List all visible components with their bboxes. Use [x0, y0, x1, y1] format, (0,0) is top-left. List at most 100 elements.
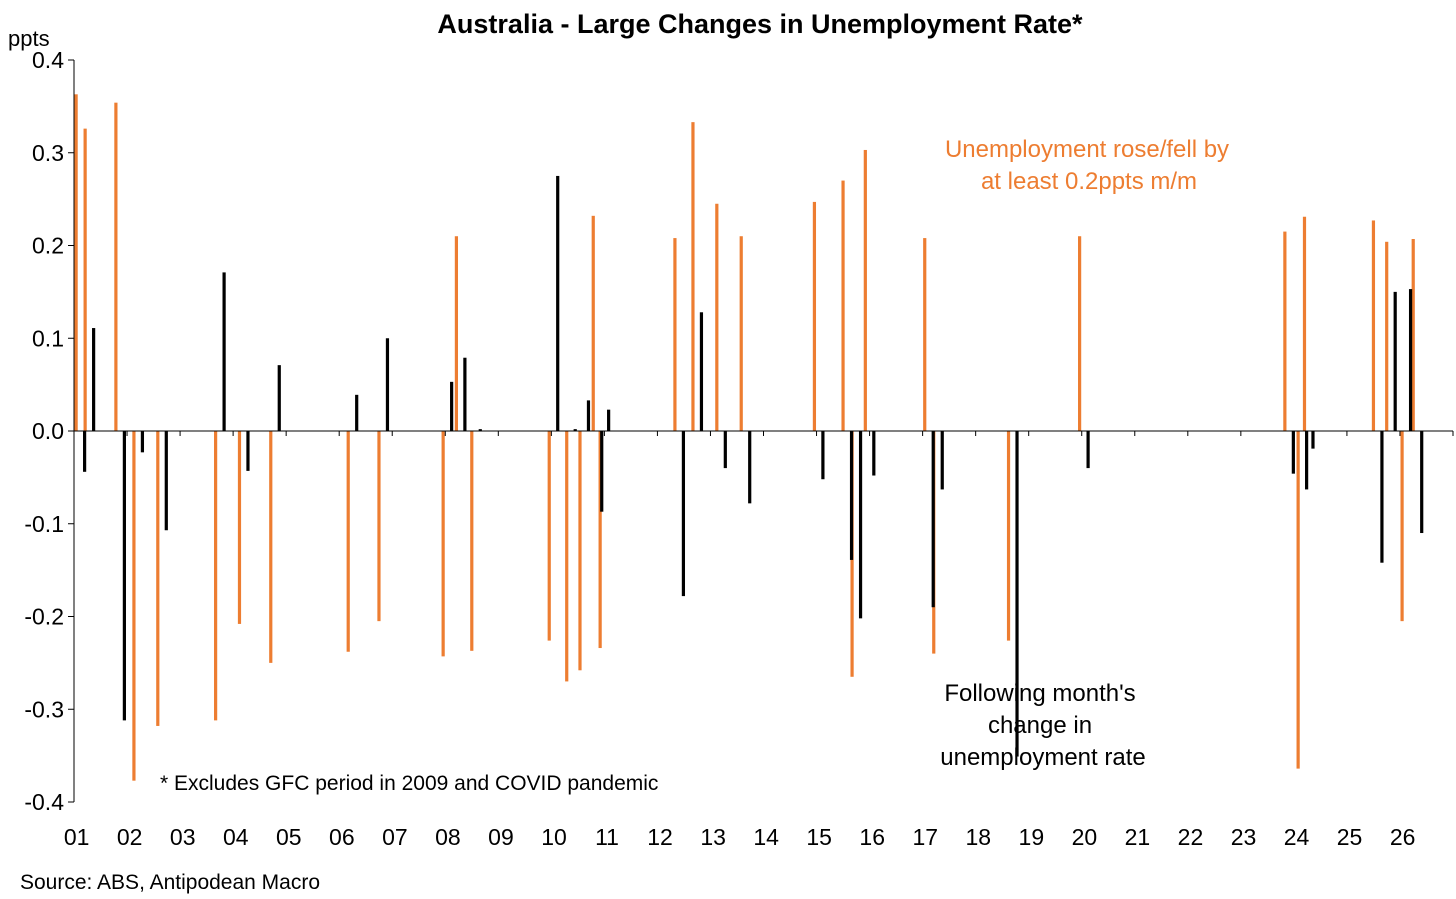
- large-change-bar: [863, 149, 867, 431]
- y-tick-label: 0.2: [32, 233, 64, 259]
- x-tick-label: 18: [966, 824, 992, 850]
- following-month-bar: [940, 431, 944, 490]
- y-tick-label: 0.4: [32, 47, 64, 73]
- annotation-orange-line2: at least 0.2ppts m/m: [981, 168, 1197, 195]
- large-change-bar: [1411, 239, 1415, 431]
- x-tick-label: 13: [700, 824, 726, 850]
- annotation-orange-line1: Unemployment rose/fell by: [945, 136, 1229, 163]
- annotation-black-line1: Following month's: [944, 680, 1135, 707]
- large-change-bar: [156, 431, 160, 726]
- y-tick-label: -0.3: [24, 696, 64, 722]
- chart-title: Australia - Large Changes in Unemploymen…: [437, 9, 1083, 39]
- following-month-bars: [83, 175, 1424, 757]
- large-change-bar: [214, 431, 218, 721]
- following-month-bar: [164, 431, 168, 531]
- x-tick-label: 04: [223, 824, 249, 850]
- large-change-bar: [1283, 231, 1287, 431]
- following-month-bar: [1086, 431, 1090, 469]
- y-tick-label: 0.3: [32, 140, 64, 166]
- y-tick-label: -0.4: [24, 789, 64, 815]
- x-tick-label: 21: [1125, 824, 1151, 850]
- large-change-bar: [454, 236, 459, 431]
- large-change-bar: [673, 238, 677, 431]
- large-change-bar: [1296, 431, 1300, 769]
- x-tick-label: 05: [276, 824, 302, 850]
- following-month-bar: [858, 431, 863, 619]
- large-change-bar: [1006, 431, 1011, 641]
- following-month-bar: [1291, 431, 1295, 474]
- x-tick-label: 22: [1178, 824, 1204, 850]
- large-change-bar: [1078, 236, 1082, 431]
- x-tick-label: 09: [488, 824, 514, 850]
- x-tick-label: 23: [1231, 824, 1257, 850]
- x-tick-label: 01: [64, 824, 90, 850]
- x-tick-label: 12: [647, 824, 673, 850]
- following-month-bar: [478, 429, 482, 431]
- following-month-bar: [122, 431, 126, 721]
- large-change-bar: [691, 122, 695, 431]
- following-month-bar: [872, 431, 876, 476]
- x-tick-label: 25: [1337, 824, 1363, 850]
- large-change-bar: [1385, 241, 1389, 431]
- following-month-bar: [607, 409, 611, 431]
- following-month-bar: [1393, 291, 1397, 431]
- following-month-bar: [92, 328, 96, 431]
- following-month-bar: [1420, 431, 1424, 534]
- large-change-bars: [74, 94, 1415, 781]
- large-change-bar: [812, 201, 817, 431]
- large-change-bar: [578, 431, 582, 671]
- following-month-bar: [723, 431, 727, 469]
- following-month-bar: [463, 357, 467, 431]
- large-change-bar: [114, 102, 118, 431]
- y-tick-label: 0.1: [32, 325, 64, 351]
- x-tick-label: 10: [541, 824, 567, 850]
- x-tick-label: 24: [1284, 824, 1310, 850]
- following-month-bar: [1408, 289, 1413, 431]
- x-tick-label: 19: [1019, 824, 1045, 850]
- large-change-bar: [841, 180, 845, 431]
- x-tick-label: 07: [382, 824, 408, 850]
- large-change-bar: [470, 431, 474, 651]
- following-month-bar: [277, 365, 281, 431]
- following-month-bar: [385, 338, 390, 431]
- y-axis-label: ppts: [8, 26, 50, 51]
- following-month-bar: [586, 400, 591, 431]
- large-change-bar: [598, 431, 602, 649]
- following-month-bar: [556, 175, 560, 431]
- following-month-bar: [1311, 431, 1315, 449]
- footnote: * Excludes GFC period in 2009 and COVID …: [160, 772, 658, 795]
- large-change-bar: [1371, 220, 1376, 431]
- x-tick-label: 06: [329, 824, 355, 850]
- x-tick-label: 20: [1072, 824, 1098, 850]
- large-change-bar: [1302, 216, 1307, 431]
- large-change-bar: [591, 215, 595, 431]
- x-tick-label: 02: [117, 824, 143, 850]
- following-month-bar: [849, 431, 854, 560]
- large-change-bar: [441, 431, 445, 657]
- following-month-bar: [699, 312, 704, 431]
- large-change-bar: [377, 431, 381, 622]
- large-change-bar: [83, 128, 87, 431]
- large-change-bar: [739, 236, 743, 431]
- following-month-bar: [1305, 431, 1309, 490]
- x-axis-ticks: 01 02 03 04 05 06 07 08 09 10 11 12 13 14 15 16 17 18 19 20…: [64, 431, 1454, 850]
- x-tick-label: 17: [912, 824, 938, 850]
- x-tick-label: 11: [595, 824, 619, 850]
- y-tick-label: -0.2: [24, 604, 64, 630]
- source-note: Source: ABS, Antipodean Macro: [20, 871, 320, 894]
- following-month-bar: [83, 431, 87, 472]
- following-month-bar: [246, 431, 250, 471]
- large-change-bar: [547, 431, 551, 641]
- following-month-bar: [748, 431, 752, 504]
- following-month-bar: [1015, 431, 1019, 757]
- large-change-bar: [565, 431, 569, 682]
- x-tick-label: 26: [1390, 824, 1416, 850]
- x-tick-label: 15: [806, 824, 832, 850]
- x-tick-label: 08: [435, 824, 461, 850]
- x-tick-label: 03: [170, 824, 196, 850]
- large-change-bar: [346, 431, 350, 652]
- large-change-bar: [237, 431, 242, 624]
- y-tick-label: -0.1: [24, 511, 64, 537]
- following-month-bar: [140, 431, 145, 453]
